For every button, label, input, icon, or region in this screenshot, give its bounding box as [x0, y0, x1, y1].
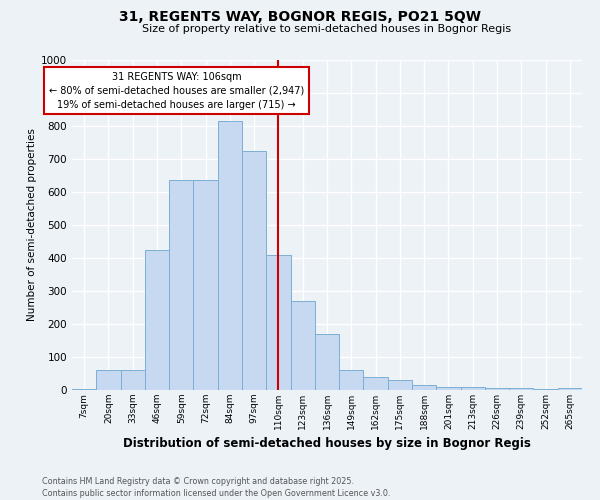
Bar	[533, 389, 558, 390]
Bar	[266, 254, 290, 390]
Bar	[218, 121, 242, 390]
Bar	[242, 151, 266, 390]
Y-axis label: Number of semi-detached properties: Number of semi-detached properties	[27, 128, 37, 322]
Bar	[461, 386, 485, 390]
Bar	[364, 377, 388, 390]
Bar	[388, 380, 412, 390]
Bar	[412, 385, 436, 390]
Bar	[339, 370, 364, 390]
Bar	[72, 389, 96, 390]
Bar	[145, 250, 169, 390]
Bar	[169, 180, 193, 390]
Title: Size of property relative to semi-detached houses in Bognor Regis: Size of property relative to semi-detach…	[142, 24, 512, 34]
Bar	[315, 334, 339, 390]
Bar	[509, 388, 533, 390]
Text: 31 REGENTS WAY: 106sqm
← 80% of semi-detached houses are smaller (2,947)
19% of : 31 REGENTS WAY: 106sqm ← 80% of semi-det…	[49, 72, 304, 110]
Text: 31, REGENTS WAY, BOGNOR REGIS, PO21 5QW: 31, REGENTS WAY, BOGNOR REGIS, PO21 5QW	[119, 10, 481, 24]
Bar	[436, 386, 461, 390]
Text: Contains HM Land Registry data © Crown copyright and database right 2025.
Contai: Contains HM Land Registry data © Crown c…	[42, 476, 391, 498]
Bar	[485, 388, 509, 390]
Bar	[96, 370, 121, 390]
Bar	[558, 388, 582, 390]
Bar	[290, 301, 315, 390]
X-axis label: Distribution of semi-detached houses by size in Bognor Regis: Distribution of semi-detached houses by …	[123, 438, 531, 450]
Bar	[121, 370, 145, 390]
Bar	[193, 180, 218, 390]
